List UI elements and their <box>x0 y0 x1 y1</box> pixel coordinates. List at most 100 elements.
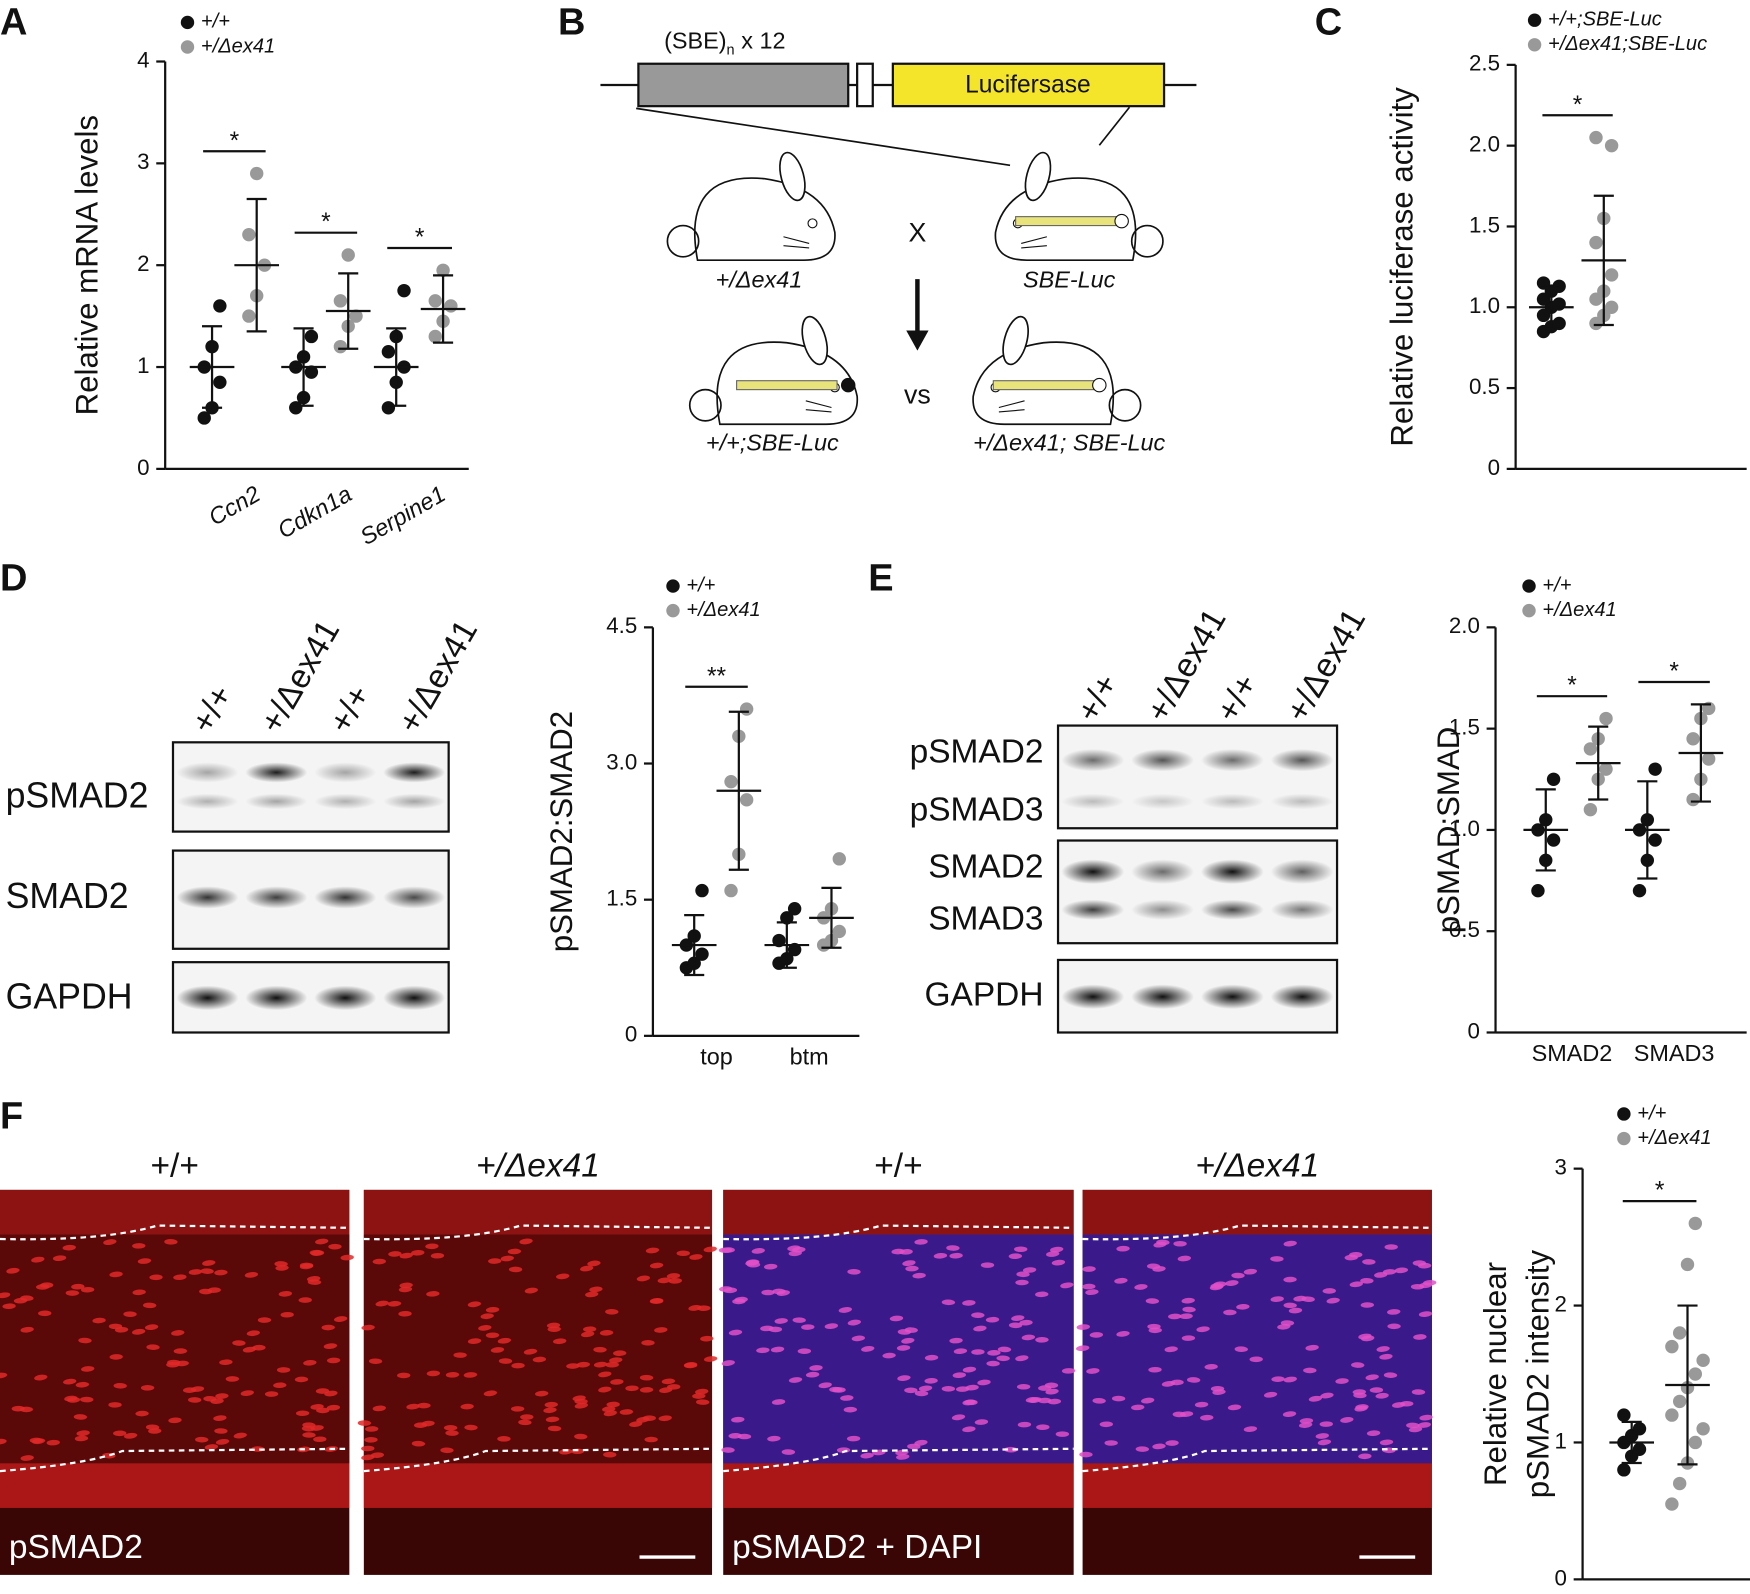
nucleus <box>846 1435 861 1442</box>
panel-label: F <box>0 1095 23 1137</box>
nucleus <box>1164 1346 1178 1353</box>
significance-label: * <box>1573 92 1583 119</box>
legend-marker <box>1522 603 1536 618</box>
blot-band <box>1270 899 1334 920</box>
nucleus <box>1411 1389 1426 1395</box>
nucleus <box>411 1440 426 1447</box>
nucleus <box>723 1287 738 1294</box>
nucleus <box>46 1439 60 1446</box>
x-tick-label: Serpine1 <box>356 481 450 550</box>
nucleus <box>497 1337 512 1344</box>
y-axis-label: Relative nuclear <box>1478 1262 1513 1486</box>
row-label: pSMAD3 <box>910 791 1044 828</box>
data-point <box>333 339 348 354</box>
nucleus <box>912 1272 926 1279</box>
nucleus <box>746 1259 760 1266</box>
nucleus <box>964 1399 978 1406</box>
nucleus <box>962 1366 977 1373</box>
nucleus <box>114 1326 129 1333</box>
nucleus <box>372 1258 386 1265</box>
nucleus <box>1082 1266 1096 1272</box>
nucleus <box>1282 1411 1297 1417</box>
nucleus <box>321 1324 335 1331</box>
nucleus <box>666 1273 681 1279</box>
nucleus <box>1061 1368 1076 1374</box>
nucleus <box>838 1307 852 1313</box>
nucleus <box>585 1291 599 1298</box>
nucleus <box>1181 1335 1196 1341</box>
boundary <box>0 1447 350 1473</box>
micrograph <box>1076 1189 1437 1575</box>
data-point <box>436 263 450 277</box>
data-point <box>428 329 442 344</box>
data-point <box>832 924 846 939</box>
nucleus <box>6 1267 20 1274</box>
nucleus <box>1179 1313 1193 1320</box>
legend-marker <box>180 40 195 54</box>
nucleus <box>1308 1395 1323 1402</box>
nucleus <box>1210 1385 1225 1392</box>
y-tick-label: 0 <box>625 1022 637 1047</box>
significance-label: * <box>230 128 240 155</box>
nucleus <box>797 1348 812 1354</box>
nucleus <box>1213 1281 1227 1288</box>
nucleus <box>593 1361 608 1368</box>
blot-band <box>383 985 446 1011</box>
nucleus <box>1016 1271 1030 1278</box>
nucleus <box>996 1355 1010 1362</box>
blot-band <box>1061 984 1125 1010</box>
data-point <box>1552 297 1566 311</box>
nucleus <box>1200 1414 1214 1421</box>
reporter-dot <box>1114 213 1129 229</box>
y-axis-label: pSMAD2:SMAD2 <box>544 711 579 952</box>
nucleus <box>676 1250 690 1257</box>
nucleus <box>1168 1313 1182 1320</box>
nucleus <box>1131 1404 1145 1411</box>
nucleus <box>692 1393 706 1399</box>
nucleus <box>1417 1422 1431 1428</box>
nucleus <box>761 1289 775 1296</box>
reporter-dot <box>840 377 856 393</box>
nucleus <box>953 1348 968 1355</box>
nucleus <box>625 1385 639 1392</box>
nucleus <box>240 1390 254 1397</box>
nucleus <box>0 1292 11 1299</box>
nucleus <box>453 1352 467 1358</box>
lumen-layer <box>0 1463 350 1508</box>
nucleus <box>1045 1388 1059 1395</box>
data-point <box>1604 268 1619 282</box>
nucleus <box>703 1356 718 1362</box>
y-tick-label: 4.5 <box>606 613 637 638</box>
nucleus <box>326 1404 341 1411</box>
nucleus <box>490 1347 505 1353</box>
nucleus <box>1379 1439 1394 1446</box>
blot-band <box>176 886 239 909</box>
nucleus <box>1146 1263 1161 1270</box>
nucleus <box>328 1243 342 1250</box>
nucleus <box>580 1265 594 1272</box>
data-point <box>1672 1326 1687 1340</box>
nucleus <box>1263 1391 1278 1398</box>
x-tick-label: SMAD3 <box>1634 1040 1715 1066</box>
blot-band <box>314 793 377 810</box>
nucleus <box>233 1432 247 1439</box>
blot-band <box>245 762 308 783</box>
boundary <box>723 1224 1074 1241</box>
nucleus <box>146 1344 160 1350</box>
data-point <box>1688 1216 1703 1231</box>
nucleus <box>610 1379 624 1385</box>
x-tick-label: Cdkn1a <box>273 481 356 544</box>
nucleus <box>65 1290 80 1296</box>
blot-band <box>1201 793 1264 810</box>
nucleus <box>1148 1327 1162 1334</box>
nucleus <box>19 1406 34 1413</box>
y-tick-label: 0 <box>1488 455 1500 480</box>
nucleus <box>1135 1446 1150 1452</box>
nucleus <box>1283 1240 1297 1247</box>
nucleus <box>902 1260 916 1267</box>
nucleus <box>1243 1268 1258 1275</box>
nucleus <box>639 1374 654 1381</box>
y-tick-label: 1 <box>1555 1428 1567 1453</box>
y-tick-label: 0.5 <box>1469 374 1500 399</box>
boundary <box>363 1224 713 1241</box>
